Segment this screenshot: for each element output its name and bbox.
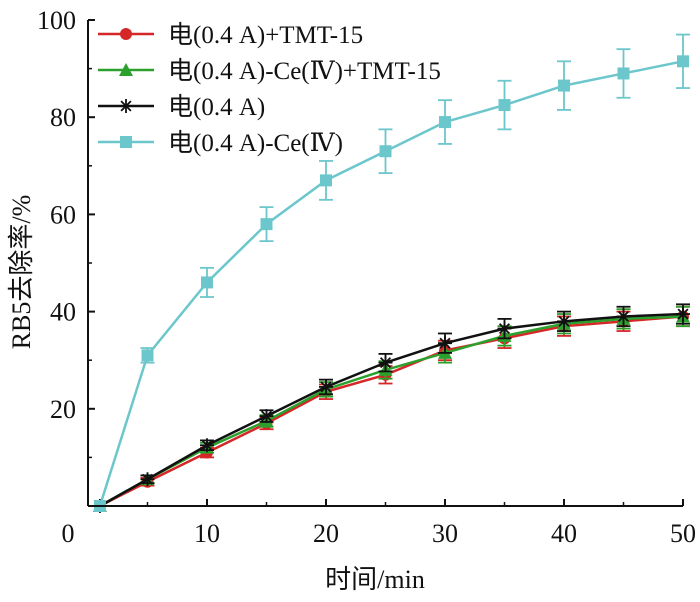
- legend-item: 电(0.4 A)-Ce(Ⅳ)+TMT-15: [98, 57, 441, 85]
- data-point: [379, 145, 392, 158]
- y-axis-title: RB5去除率/%: [7, 195, 36, 350]
- legend-marker: [120, 28, 132, 40]
- y-tick-label: 40: [50, 298, 76, 327]
- data-point: [439, 116, 451, 129]
- series-2: [92, 305, 690, 512]
- series-line: [99, 315, 684, 508]
- star-stroke: [498, 323, 511, 335]
- series-line: [98, 60, 684, 507]
- star-stroke: [260, 410, 273, 422]
- legend: 电(0.4 A)+TMT-15 电(0.4 A)-Ce(Ⅳ)+TMT-15 电(0.…: [98, 21, 441, 157]
- y-tick-label: 20: [50, 395, 76, 424]
- data-point: [201, 276, 213, 289]
- star-stroke: [320, 381, 332, 393]
- data-point: [141, 349, 154, 362]
- data-point: [497, 321, 512, 336]
- legend-label: 电(0.4 A)-Ce(Ⅳ)+TMT-15: [168, 57, 441, 85]
- series-line: [99, 315, 684, 508]
- x-tick-label: 20: [313, 519, 339, 548]
- legend-marker: [120, 136, 132, 148]
- star-stroke: [379, 357, 392, 369]
- legend-label: 电(0.4 A)-Ce(Ⅳ): [168, 129, 343, 157]
- legend-marker: [119, 99, 133, 113]
- data-point: [260, 218, 273, 231]
- series-3: [92, 303, 690, 513]
- legend-marker: [119, 63, 133, 76]
- data-point: [498, 99, 511, 112]
- y-tick-label: 100: [37, 6, 76, 35]
- data-point: [140, 472, 155, 487]
- data-point: [438, 336, 452, 351]
- data-point: [200, 438, 214, 453]
- x-axis-title: 时间/min: [325, 565, 425, 594]
- star-stroke: [677, 308, 689, 320]
- data-point: [676, 307, 690, 322]
- data-point: [320, 174, 332, 187]
- x-tick-label: 0: [62, 519, 75, 548]
- data-point: [677, 55, 689, 68]
- x-tick-label: 30: [432, 519, 458, 548]
- data-point: [378, 355, 393, 370]
- series-line: [99, 312, 684, 508]
- data-point: [557, 314, 571, 329]
- data-point: [259, 409, 274, 424]
- data-point: [616, 309, 631, 324]
- star-stroke: [617, 310, 630, 322]
- x-tick-label: 10: [194, 519, 220, 548]
- star-stroke: [558, 315, 570, 327]
- legend-item: 电(0.4 A)+TMT-15: [98, 21, 363, 49]
- star-stroke: [439, 337, 451, 349]
- series-1: [93, 305, 690, 512]
- star-stroke: [141, 473, 154, 485]
- star-stroke: [201, 439, 213, 451]
- data-point: [617, 67, 630, 80]
- data-point: [319, 379, 333, 394]
- y-tick-label: 80: [50, 103, 76, 132]
- legend-label: 电(0.4 A)+TMT-15: [168, 21, 363, 49]
- axes: 0 10 20 30 40 50 20 40 60 80 100: [37, 6, 696, 548]
- x-tick-label: 40: [551, 519, 577, 548]
- data-point: [558, 79, 570, 92]
- x-tick-label: 50: [670, 519, 696, 548]
- y-tick-label: 60: [50, 200, 76, 229]
- legend-label: 电(0.4 A): [168, 93, 265, 121]
- legend-item: 电(0.4 A): [98, 93, 265, 121]
- star-stroke: [120, 100, 132, 112]
- legend-item: 电(0.4 A)-Ce(Ⅳ): [98, 129, 343, 157]
